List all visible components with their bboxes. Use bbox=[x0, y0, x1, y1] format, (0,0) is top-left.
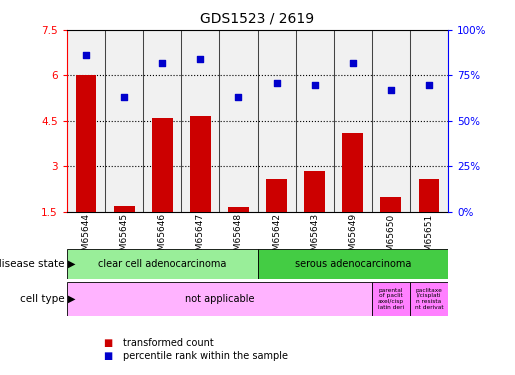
Bar bbox=[266, 178, 287, 212]
Point bbox=[272, 80, 281, 86]
Bar bbox=[334, 30, 372, 212]
Text: ■: ■ bbox=[103, 338, 112, 348]
Text: disease state: disease state bbox=[0, 259, 64, 269]
Bar bbox=[410, 282, 448, 316]
Bar bbox=[296, 30, 334, 212]
Bar bbox=[372, 282, 410, 316]
Point bbox=[120, 94, 128, 100]
Point bbox=[234, 94, 243, 100]
Bar bbox=[181, 30, 219, 212]
Bar bbox=[381, 197, 401, 212]
Bar bbox=[76, 75, 96, 212]
Bar bbox=[67, 30, 105, 212]
Bar bbox=[67, 249, 258, 279]
Bar bbox=[152, 118, 173, 212]
Text: ▶: ▶ bbox=[68, 294, 76, 304]
Bar bbox=[258, 249, 448, 279]
Bar bbox=[419, 178, 439, 212]
Point bbox=[311, 82, 319, 88]
Bar bbox=[228, 207, 249, 212]
Bar bbox=[372, 30, 410, 212]
Text: ■: ■ bbox=[103, 351, 112, 361]
Text: ▶: ▶ bbox=[68, 259, 76, 269]
Text: parental
of paclit
axel/cisp
latin deri: parental of paclit axel/cisp latin deri bbox=[378, 288, 404, 310]
Point bbox=[158, 60, 166, 66]
Bar bbox=[190, 116, 211, 212]
Bar bbox=[410, 30, 448, 212]
Point bbox=[425, 82, 433, 88]
Bar bbox=[342, 133, 363, 212]
Text: cell type: cell type bbox=[20, 294, 64, 304]
Bar bbox=[67, 282, 372, 316]
Text: percentile rank within the sample: percentile rank within the sample bbox=[123, 351, 287, 361]
Text: not applicable: not applicable bbox=[185, 294, 254, 304]
Text: GDS1523 / 2619: GDS1523 / 2619 bbox=[200, 11, 315, 25]
Text: clear cell adenocarcinoma: clear cell adenocarcinoma bbox=[98, 259, 227, 269]
Point bbox=[196, 56, 204, 62]
Bar bbox=[219, 30, 258, 212]
Bar bbox=[105, 30, 143, 212]
Text: transformed count: transformed count bbox=[123, 338, 213, 348]
Text: serous adenocarcinoma: serous adenocarcinoma bbox=[295, 259, 411, 269]
Bar bbox=[143, 30, 181, 212]
Point bbox=[387, 87, 395, 93]
Text: paclitaxe
l/cisplati
n resista
nt derivat: paclitaxe l/cisplati n resista nt deriva… bbox=[415, 288, 443, 310]
Bar bbox=[304, 171, 325, 212]
Point bbox=[349, 60, 357, 66]
Bar bbox=[114, 206, 134, 212]
Point bbox=[82, 53, 90, 58]
Bar bbox=[258, 30, 296, 212]
